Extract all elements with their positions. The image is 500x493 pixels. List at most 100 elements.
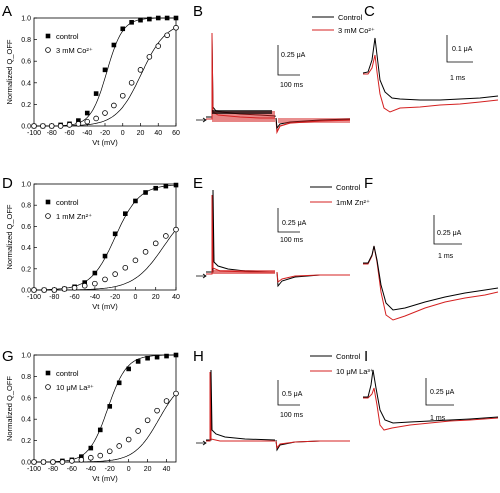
legend-marker-treated <box>45 47 51 53</box>
data-point-treated <box>71 285 78 291</box>
legend-label-treated: 10 μM La³⁺ <box>336 367 374 376</box>
fit-curve <box>34 393 177 463</box>
data-point-treated <box>146 54 153 60</box>
data-point-control <box>135 359 141 364</box>
scale-label-y: 0.5 μA <box>282 391 303 398</box>
y-tick-label: 0.4 <box>21 80 31 87</box>
data-point-treated <box>51 287 58 293</box>
data-point-treated <box>173 226 179 233</box>
data-point-treated <box>112 271 118 277</box>
scale-label-x: 100 ms <box>280 412 303 419</box>
y-tick-label: 0.2 <box>21 266 31 273</box>
arrow-indicator <box>196 117 207 123</box>
y-tick-label: 0.4 <box>21 245 31 252</box>
y-tick-label: 1.0 <box>21 353 31 360</box>
data-point-control <box>147 16 152 22</box>
scale-label-x: 100 ms <box>280 237 303 244</box>
x-tick-label: -80 <box>48 466 58 473</box>
data-point-treated <box>41 287 47 293</box>
x-tick-label: 20 <box>137 130 145 137</box>
trace-control <box>362 37 499 101</box>
fit-curve <box>34 27 177 127</box>
data-point-control <box>120 26 126 32</box>
panel-letter-b: B <box>193 3 203 20</box>
y-axis-label: Normalized Q_OFF <box>5 204 14 269</box>
data-point-control <box>133 198 138 204</box>
data-point-treated <box>122 264 129 271</box>
y-tick-label: 0.0 <box>21 288 31 295</box>
scale-bar <box>446 35 473 63</box>
panel-letter-g: G <box>2 348 14 365</box>
data-point-control <box>76 118 81 123</box>
data-point-treated <box>84 118 91 125</box>
legend-label-control: Control <box>338 13 363 22</box>
trace-panel-i: 0.25 μA 1 ms <box>363 369 499 431</box>
data-point-control <box>107 404 113 409</box>
y-tick-label: 0.0 <box>21 460 31 467</box>
legend-label-treated: 3 mM Co²⁺ <box>56 46 93 55</box>
legend-marker-treated <box>45 384 51 390</box>
trace-off-control <box>276 271 350 288</box>
legend-marker-treated <box>45 213 51 219</box>
trace-noise-band <box>212 270 275 274</box>
data-point-control <box>173 15 179 21</box>
legend-marker-control <box>45 370 51 376</box>
scale-label-y: 0.25 μA <box>282 220 307 227</box>
scale-bar <box>433 215 462 245</box>
data-point-treated <box>173 390 179 397</box>
trace-control <box>206 369 276 441</box>
x-tick-label: 20 <box>144 466 152 473</box>
y-tick-label: 1.0 <box>21 182 31 189</box>
fit-curve <box>34 229 177 291</box>
qv-chart-d: -100 -80 -60 -40 -20 0 20 40 0.0 0.2 0.4 0.6 0.8 1.0 V… <box>5 182 180 312</box>
data-point-treated <box>75 121 82 127</box>
trace-panel-e: 0.25 μA 100 ms Control 1mM Zn²⁺ <box>196 183 370 288</box>
data-point-control <box>102 67 108 73</box>
arrow-indicator <box>196 273 207 279</box>
data-point-control <box>116 380 122 386</box>
scale-bar <box>277 45 300 76</box>
data-point-treated <box>142 249 149 255</box>
trace-off-treated <box>275 440 350 450</box>
data-point-control <box>164 15 170 21</box>
scale-label-y: 0.25 μA <box>430 389 455 396</box>
y-tick-label: 0.6 <box>21 395 31 402</box>
qv-chart-g: -100 -80 -60 -40 -20 0 20 40 0.0 0.2 0.4 0.6 0.8 1.0 V… <box>5 353 179 483</box>
data-point-control <box>92 270 98 276</box>
data-point-treated <box>66 122 73 128</box>
y-tick-label: 0.0 <box>21 124 31 131</box>
trace-control <box>206 37 276 118</box>
x-tick-label: -60 <box>70 294 80 301</box>
data-point-treated <box>154 407 160 414</box>
data-point-control <box>84 110 90 116</box>
scale-label-y: 0.1 μA <box>452 46 473 53</box>
y-tick-label: 0.8 <box>21 374 31 381</box>
y-tick-label: 0.6 <box>21 59 31 66</box>
scale-bar <box>277 380 300 406</box>
x-tick-label: -80 <box>49 294 59 301</box>
data-point-treated <box>137 67 144 73</box>
trace-noise-band <box>278 118 350 123</box>
data-point-treated <box>48 123 55 129</box>
data-point-treated <box>128 80 135 86</box>
x-tick-label: -20 <box>105 466 115 473</box>
data-point-control <box>112 231 118 237</box>
legend-label-treated: 10 μM La³⁺ <box>56 383 94 392</box>
trace-treated <box>206 32 275 120</box>
trace-treated <box>206 194 275 275</box>
x-tick-label: 40 <box>172 294 180 301</box>
data-point-treated <box>31 287 37 293</box>
x-tick-label: 0 <box>121 130 125 137</box>
x-tick-label: 40 <box>154 130 162 137</box>
trace-treated <box>206 371 275 442</box>
trace-noise-band <box>212 110 272 114</box>
data-point-treated <box>97 452 104 459</box>
qv-chart-a: -100 -80 -60 -40 -20 0 20 40 60 0.0 0.2 0.4 0.6 0.8 1.… <box>5 16 180 148</box>
legend-label-treated: 1mM Zn²⁺ <box>336 198 370 207</box>
legend-marker-control <box>45 33 51 39</box>
data-point-treated <box>163 233 169 239</box>
data-point-treated <box>61 286 68 292</box>
data-point-control <box>126 366 131 372</box>
x-tick-label: -80 <box>47 130 57 137</box>
